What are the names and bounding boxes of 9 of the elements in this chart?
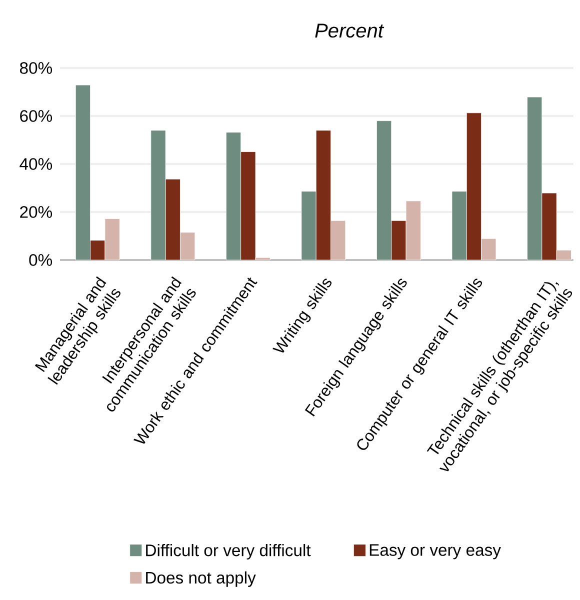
chart-title: Percent [315, 24, 384, 38]
legend-label: Does not apply [146, 571, 256, 587]
y-tick-label: 0% [29, 254, 52, 266]
legend-label: Difficult or very difficult [146, 544, 311, 560]
y-tick-label: 20% [20, 206, 52, 218]
y-tick-label: 80% [20, 62, 52, 74]
y-tick-label: 40% [20, 158, 52, 170]
legend-label: Easy or very easy [370, 544, 501, 560]
y-tick-label: 60% [20, 110, 52, 122]
